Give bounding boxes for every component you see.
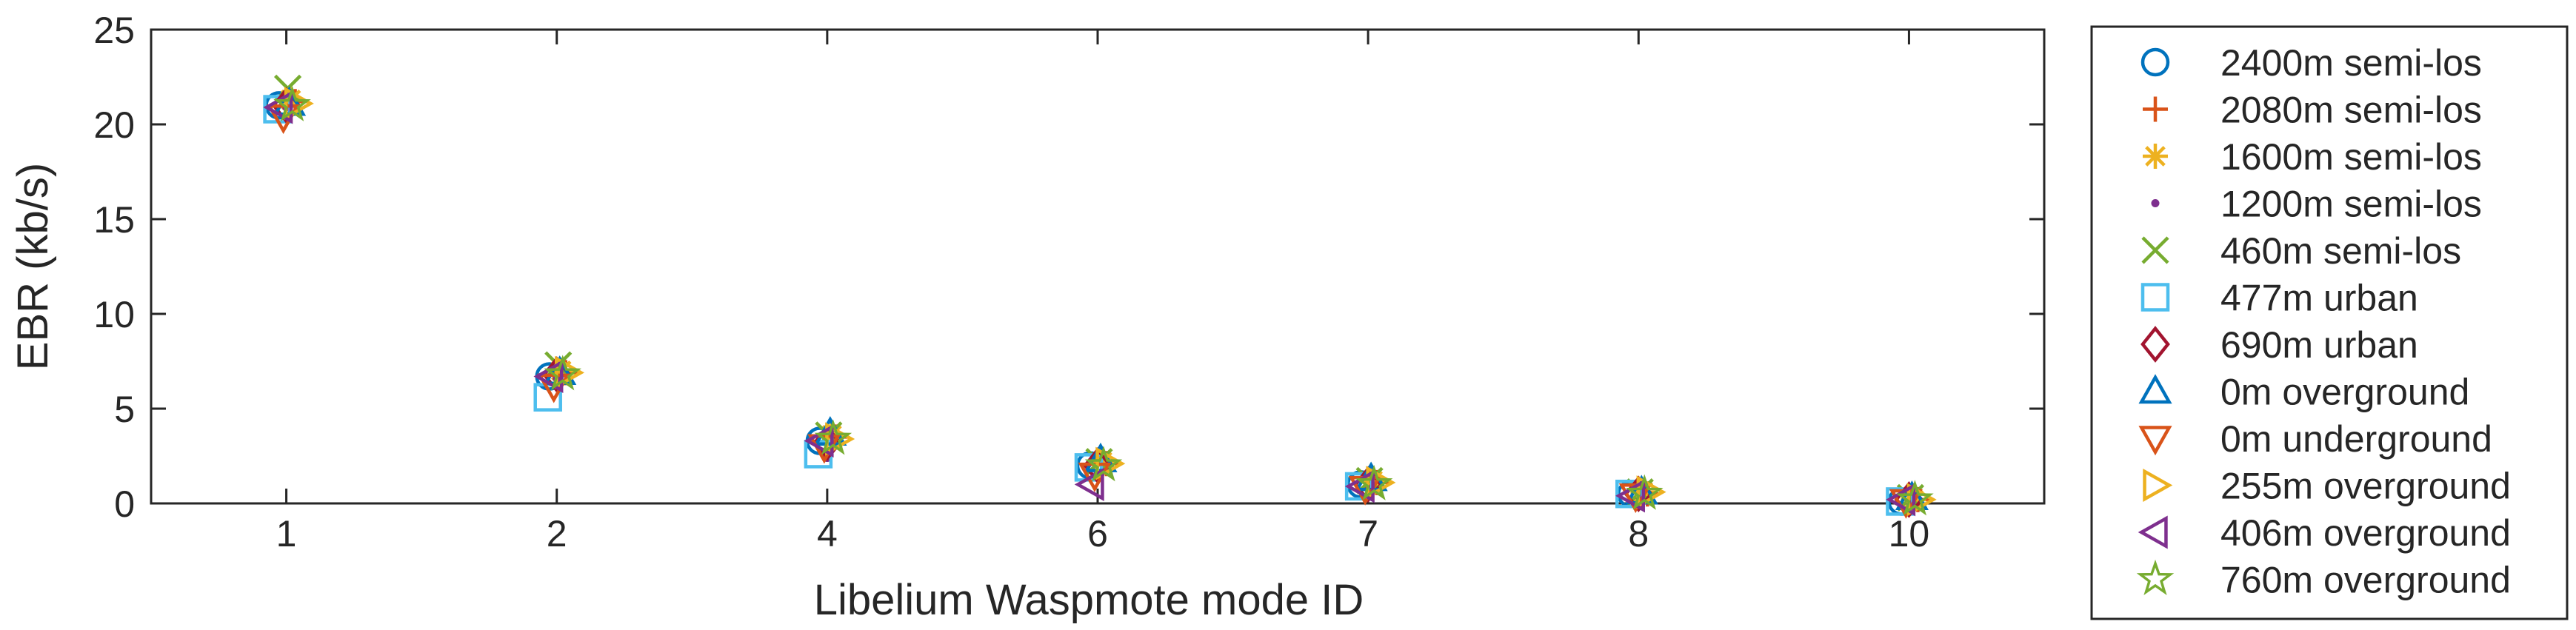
legend-marker (2140, 283, 2170, 312)
legend-entry: 1600m semi-los (2143, 136, 2482, 178)
x-axis-ticks: 1 2 4 6 7 8 10 (276, 30, 1930, 554)
data-point (1355, 464, 1393, 500)
y-tick-label: 5 (114, 389, 135, 430)
legend-label: 0m underground (2220, 418, 2492, 460)
legend-marker (2143, 468, 2173, 503)
legend-entry: 1200m semi-los (2151, 184, 2482, 225)
legend-marker (2140, 47, 2170, 77)
legend-entry: 2400m semi-los (2140, 42, 2482, 84)
legend-entry: 0m underground (2138, 418, 2492, 460)
x-axis-label: Libelium Waspmote mode ID (814, 576, 1364, 624)
legend-entry: 460m semi-los (2141, 230, 2461, 272)
legend-label: 406m overground (2220, 512, 2511, 554)
y-tick-label: 15 (93, 199, 135, 241)
data-point (814, 419, 852, 455)
legend-entry: 760m overground (2136, 559, 2511, 601)
data-markers (263, 74, 1937, 519)
legend-entry: 2080m semi-los (2143, 90, 2482, 131)
data-point (1886, 483, 1916, 517)
y-tick-label: 20 (93, 104, 135, 146)
y-axis-label: EBR (kb/s) (9, 163, 57, 370)
legend-marker (2136, 559, 2175, 596)
data-point (544, 355, 581, 391)
legend-entry: 406m overground (2138, 512, 2511, 554)
legend-entry: 255m overground (2143, 466, 2511, 507)
x-tick-label: 7 (1358, 513, 1378, 554)
legend-label: 760m overground (2220, 560, 2511, 601)
x-tick-label: 1 (276, 513, 297, 554)
y-tick-label: 25 (93, 10, 135, 51)
legend-marker (2138, 426, 2172, 456)
legend-marker (2143, 144, 2168, 169)
x-tick-label: 6 (1087, 513, 1108, 554)
legend: 2400m semi-los 2080m semi-los 1600m semi-l… (2090, 25, 2569, 620)
series-pentagram (273, 85, 1934, 516)
data-point (273, 85, 311, 121)
y-tick-label: 10 (93, 294, 135, 335)
legend-label: 255m overground (2220, 466, 2511, 507)
legend-marker (2143, 96, 2168, 122)
x-tick-label: 4 (817, 513, 838, 554)
data-point (1896, 480, 1934, 516)
y-axis-ticks: 0 5 10 15 20 25 (93, 10, 2044, 525)
legend-entry: 690m urban (2140, 324, 2418, 366)
legend-label: 460m semi-los (2220, 230, 2461, 272)
plot-area: 1 2 4 6 7 8 10 0 5 10 15 20 25 (93, 10, 2046, 554)
legend-marker (2138, 515, 2168, 549)
legend-label: 1600m semi-los (2220, 136, 2482, 178)
plot-frame (150, 28, 2046, 505)
legend-marker (2138, 374, 2172, 404)
legend-label: 0m overground (2220, 372, 2469, 413)
legend-entry: 477m urban (2140, 278, 2418, 319)
legend-entry: 0m overground (2138, 372, 2469, 413)
legend-marker (2140, 326, 2170, 363)
x-tick-label: 8 (1628, 513, 1649, 554)
y-tick-label: 0 (114, 483, 135, 525)
x-tick-label: 2 (547, 513, 567, 554)
data-point (1626, 474, 1664, 510)
data-point (1084, 446, 1123, 482)
legend-label: 690m urban (2220, 324, 2418, 366)
legend-marker (2151, 199, 2160, 207)
data-point (1074, 467, 1104, 501)
x-tick-label: 10 (1889, 513, 1930, 554)
data-point (1906, 483, 1937, 517)
data-point (825, 422, 855, 456)
legend-label: 477m urban (2220, 278, 2418, 319)
legend-box (2090, 25, 2569, 620)
legend-label: 2080m semi-los (2220, 90, 2482, 131)
legend-label: 1200m semi-los (2220, 184, 2482, 225)
legend-marker (2141, 236, 2169, 264)
legend-label: 2400m semi-los (2220, 42, 2482, 84)
